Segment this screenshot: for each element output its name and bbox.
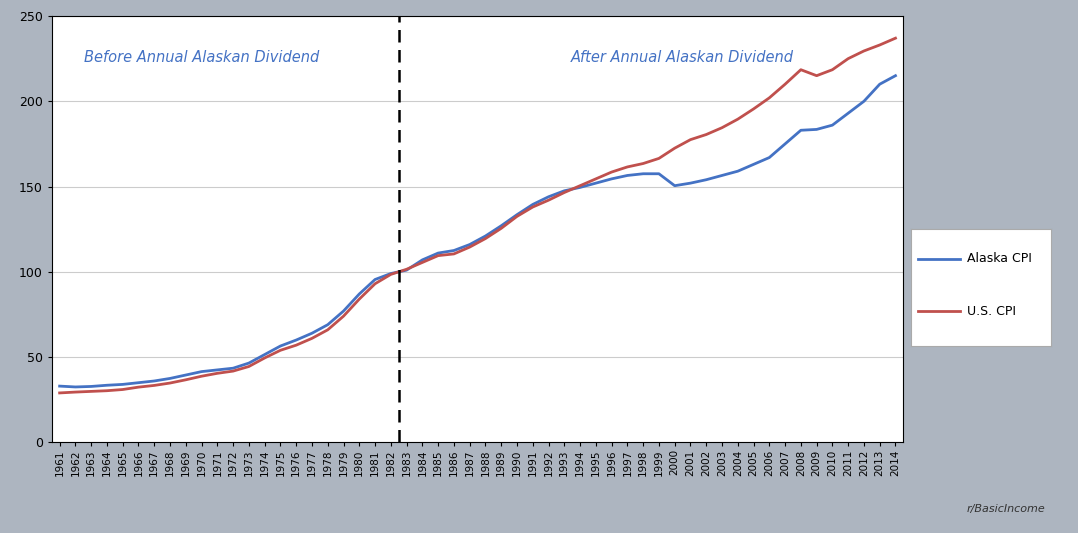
Alaska CPI: [637, 171, 650, 177]
U.S. CPI: [511, 213, 524, 220]
Alaska CPI: [557, 188, 570, 194]
Alaska CPI: [53, 383, 66, 389]
U.S. CPI: [621, 164, 634, 170]
Alaska CPI: [526, 201, 539, 208]
Alaska CPI: [385, 270, 398, 277]
U.S. CPI: [889, 35, 902, 42]
U.S. CPI: [195, 373, 208, 379]
U.S. CPI: [53, 390, 66, 396]
U.S. CPI: [369, 280, 382, 287]
Alaska CPI: [573, 184, 586, 191]
U.S. CPI: [557, 189, 570, 196]
Alaska CPI: [211, 367, 224, 373]
Alaska CPI: [889, 72, 902, 79]
Text: U.S. CPI: U.S. CPI: [967, 305, 1015, 318]
U.S. CPI: [542, 197, 555, 204]
Text: After Annual Alaskan Dividend: After Annual Alaskan Dividend: [571, 50, 794, 65]
Text: r/BasicIncome: r/BasicIncome: [967, 504, 1046, 514]
Line: Alaska CPI: Alaska CPI: [59, 76, 896, 387]
Text: Before Annual Alaskan Dividend: Before Annual Alaskan Dividend: [84, 50, 319, 65]
Text: Alaska CPI: Alaska CPI: [967, 252, 1032, 265]
Line: U.S. CPI: U.S. CPI: [59, 38, 896, 393]
Alaska CPI: [69, 384, 82, 390]
